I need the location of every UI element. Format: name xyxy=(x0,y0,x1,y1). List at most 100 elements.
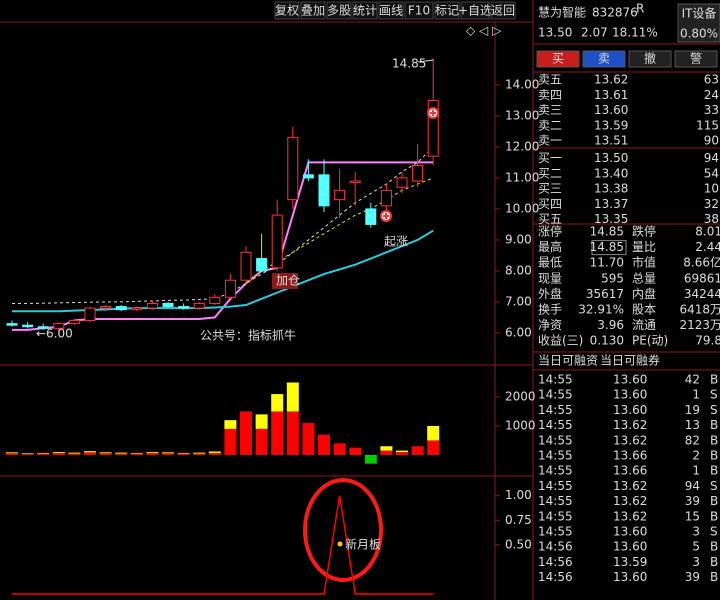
stat-label: PE(动) xyxy=(632,334,668,348)
trade-side: S xyxy=(710,403,718,417)
candle-body xyxy=(302,174,314,179)
volume-bar xyxy=(208,451,221,453)
trade-volume: 19 xyxy=(685,403,700,417)
y-tick-label: 1.00 xyxy=(505,488,532,502)
trade-time: 14:56 xyxy=(538,540,573,554)
annotation: ←6.00 xyxy=(36,327,73,341)
book-volume: 38 xyxy=(704,212,719,226)
trade-price: 13.66 xyxy=(613,449,647,463)
candle-body xyxy=(240,251,252,281)
candle-body xyxy=(146,302,158,309)
toolbar-button[interactable] xyxy=(326,1,352,20)
book-label: 买五 xyxy=(538,212,562,226)
trade-button[interactable] xyxy=(536,50,580,68)
trade-price: 13.62 xyxy=(613,433,647,447)
book-price: 13.37 xyxy=(594,197,628,211)
toolbar-button[interactable] xyxy=(460,1,490,20)
volume-bar xyxy=(130,453,143,455)
stat-value: 6418万 xyxy=(679,303,720,317)
toolbar-button[interactable] xyxy=(300,1,326,20)
volume-bar xyxy=(68,453,81,455)
book-label: 买一 xyxy=(538,151,562,165)
book-volume: 32 xyxy=(704,197,719,211)
volume-bar xyxy=(240,411,252,455)
stat-value: 8.66亿 xyxy=(683,255,720,270)
book-price: 13.38 xyxy=(594,182,628,196)
y-tick-label: 8.00 xyxy=(505,263,532,277)
y-tick-label: 11.00 xyxy=(505,170,539,184)
book-price: 13.62 xyxy=(594,73,628,87)
stat-label: 涨停 xyxy=(538,224,562,239)
stat-value: 11.70 xyxy=(590,256,624,270)
trade-time: 14:55 xyxy=(538,464,573,478)
toolbar-button[interactable] xyxy=(274,1,300,20)
toolbar-button[interactable] xyxy=(490,1,516,20)
book-volume: 54 xyxy=(704,166,719,180)
trade-button[interactable] xyxy=(674,50,718,68)
candle-body xyxy=(427,99,439,157)
trade-volume: 13 xyxy=(685,418,700,432)
candle-body xyxy=(100,306,112,309)
trade-price: 13.60 xyxy=(613,540,647,554)
trade-button-label: 买 xyxy=(552,52,564,66)
annotation: 新月板 xyxy=(345,537,381,552)
trade-price: 13.62 xyxy=(613,494,647,508)
arrow xyxy=(417,59,434,63)
stat-value: 2.44 xyxy=(695,240,720,254)
book-label: 买三 xyxy=(538,182,562,196)
volume-bar xyxy=(130,452,143,454)
volume-bar xyxy=(193,452,206,454)
toolbar-button[interactable] xyxy=(352,1,378,20)
price-change: 2.07 xyxy=(581,26,608,40)
candle-body xyxy=(162,302,174,308)
trade-volume: 3 xyxy=(692,555,700,569)
trade-button[interactable] xyxy=(582,50,626,68)
stat-label: 内盘 xyxy=(632,286,656,301)
stat-value: 3.96 xyxy=(597,318,624,332)
trade-button[interactable] xyxy=(628,50,672,68)
toolbar-label: 返回 xyxy=(491,4,515,18)
trade-time: 14:55 xyxy=(538,494,573,508)
last-price: 13.50 xyxy=(538,26,572,40)
annotation: 加仓 xyxy=(276,274,300,288)
trade-price: 13.59 xyxy=(613,555,647,569)
y-tick-label: 0.75 xyxy=(505,513,532,527)
book-price: 13.59 xyxy=(594,118,628,132)
trade-price: 13.62 xyxy=(613,418,647,432)
volume-bar xyxy=(99,453,112,455)
volume-bar xyxy=(349,447,362,455)
candle-body xyxy=(396,177,408,188)
toolbar-button[interactable] xyxy=(378,1,404,20)
trade-time: 14:55 xyxy=(538,479,573,493)
stat-box xyxy=(591,240,627,256)
volume-bar xyxy=(396,452,408,455)
stat-label: 股本 xyxy=(632,303,656,317)
volume-bar xyxy=(52,452,65,455)
y-tick-label: 12.00 xyxy=(505,139,539,153)
volume-bar xyxy=(177,453,190,455)
toolbar-button[interactable] xyxy=(434,1,460,20)
volume-bar xyxy=(115,452,128,454)
toolbar-button[interactable] xyxy=(404,1,434,20)
book-price: 13.51 xyxy=(594,134,628,148)
stat-label: 市值 xyxy=(632,255,656,270)
trade-volume: 39 xyxy=(685,570,700,584)
candle-body xyxy=(256,258,268,272)
book-label: 卖一 xyxy=(538,134,562,148)
trade-side: S xyxy=(710,525,718,539)
book-label: 卖三 xyxy=(538,103,562,117)
nav-icon[interactable]: ◇ ◁ ▷ xyxy=(466,24,502,38)
volume-bar xyxy=(427,440,440,455)
annotation-dot xyxy=(337,541,343,547)
sector-box[interactable] xyxy=(677,3,720,43)
book-volume: 90 xyxy=(704,134,719,148)
annotation: 公共号：指标抓牛 xyxy=(200,328,296,343)
candle-body xyxy=(380,189,392,207)
book-label: 买二 xyxy=(538,166,562,180)
trade-volume: 1 xyxy=(692,388,700,402)
book-price: 13.60 xyxy=(594,103,628,117)
trade-time: 14:55 xyxy=(538,403,573,417)
stat-value: 595 xyxy=(601,271,624,285)
